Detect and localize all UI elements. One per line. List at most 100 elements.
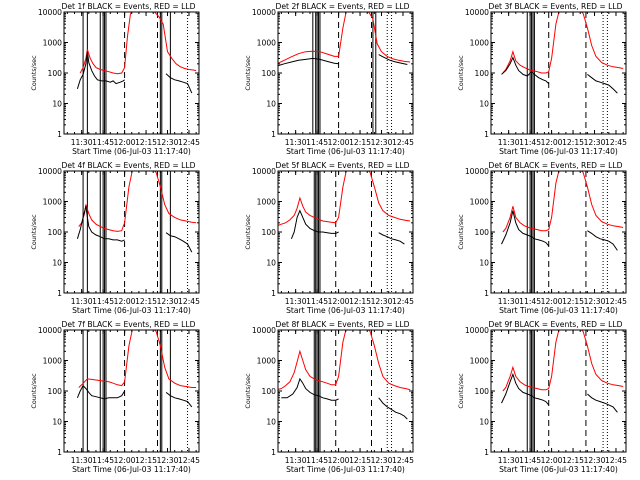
series-lld xyxy=(78,171,197,232)
y-tick-label: 100 xyxy=(262,387,277,396)
plot-frame xyxy=(490,170,627,294)
series-events xyxy=(165,73,193,94)
series-lld xyxy=(278,171,411,226)
panel-title: Det 6f BLACK = Events, RED = LLD xyxy=(489,161,623,170)
x-tick-label: 12:30 xyxy=(584,456,606,465)
plot-area xyxy=(278,12,411,134)
x-tick-label: 12:30 xyxy=(371,297,393,306)
series-events xyxy=(501,210,550,247)
detector-panel-3: Det 3f BLACK = Events, RED = LLD 1 10 100 10… xyxy=(457,2,627,156)
y-tick-label: 1000 xyxy=(43,357,62,366)
y-tick-label: 1 xyxy=(484,130,489,139)
series-lld xyxy=(78,330,197,388)
x-axis-label: Start Time (06-Jul-03 11:17:40) xyxy=(72,306,191,315)
y-tick-label: 10000 xyxy=(465,326,489,335)
series-events xyxy=(587,393,618,413)
panel-title: Det 4f BLACK = Events, RED = LLD xyxy=(62,161,196,170)
x-tick-label: 12:45 xyxy=(605,297,627,306)
y-tick-label: 1000 xyxy=(43,198,62,207)
y-tick-label: 10000 xyxy=(252,167,276,176)
x-tick-label: 12:45 xyxy=(605,138,627,147)
panel-title: Det 2f BLACK = Events, RED = LLD xyxy=(276,2,410,11)
panel-title: Det 3f BLACK = Events, RED = LLD xyxy=(489,2,623,11)
x-tick-label: 12:45 xyxy=(178,456,200,465)
y-tick-label: 1000 xyxy=(470,198,489,207)
plot-frame xyxy=(63,11,200,135)
plot-frame xyxy=(277,170,414,294)
x-tick-label: 12:00 xyxy=(541,138,563,147)
plot-frame xyxy=(490,329,627,453)
series-events xyxy=(281,377,339,401)
plot-area xyxy=(278,330,411,452)
y-axis-label: Counts/sec xyxy=(457,214,465,250)
y-tick-label: 1 xyxy=(57,130,62,139)
plot-area xyxy=(76,12,197,134)
y-tick-label: 10 xyxy=(266,259,276,268)
y-tick-label: 100 xyxy=(475,69,490,78)
y-axis-label: Counts/sec xyxy=(457,55,465,91)
y-axis-label: Counts/sec xyxy=(30,55,38,91)
x-tick-label: 12:15 xyxy=(349,138,371,147)
x-tick-label: 11:45 xyxy=(306,138,328,147)
x-axis-label: Start Time (06-Jul-03 11:17:40) xyxy=(72,147,191,156)
series-events xyxy=(76,51,125,90)
plot-area xyxy=(501,171,624,293)
x-tick-label: 12:00 xyxy=(328,297,350,306)
series-events xyxy=(378,54,408,65)
x-tick-label: 11:30 xyxy=(71,456,93,465)
plot-area xyxy=(501,330,624,452)
x-tick-label: 12:45 xyxy=(605,456,627,465)
series-events xyxy=(290,209,339,239)
series-lld xyxy=(502,330,624,392)
x-tick-label: 12:15 xyxy=(135,138,157,147)
y-tick-label: 10 xyxy=(479,418,489,427)
series-lld xyxy=(278,12,411,64)
plot-area xyxy=(501,12,624,134)
detector-panel-2: Det 2f BLACK = Events, RED = LLD 1 10 100 10… xyxy=(244,2,414,156)
y-tick-label: 100 xyxy=(262,228,277,237)
x-tick-label: 11:45 xyxy=(306,456,328,465)
x-tick-label: 11:30 xyxy=(285,297,307,306)
y-tick-label: 100 xyxy=(48,69,63,78)
detector-panel-4: Det 4f BLACK = Events, RED = LLD 1 10 100 10… xyxy=(30,161,200,315)
x-tick-label: 12:30 xyxy=(157,456,179,465)
y-tick-label: 1 xyxy=(271,289,276,298)
plot-area xyxy=(76,330,197,452)
x-axis-label: Start Time (06-Jul-03 11:17:40) xyxy=(499,465,618,474)
x-tick-label: 12:45 xyxy=(392,297,414,306)
y-tick-label: 1 xyxy=(57,448,62,457)
plot-area xyxy=(278,171,411,293)
y-tick-label: 10000 xyxy=(38,167,62,176)
x-tick-label: 11:45 xyxy=(519,138,541,147)
series-events xyxy=(378,232,405,245)
x-tick-label: 12:45 xyxy=(178,297,200,306)
x-tick-label: 12:30 xyxy=(157,138,179,147)
y-tick-label: 1 xyxy=(484,289,489,298)
x-tick-label: 12:00 xyxy=(114,297,136,306)
x-tick-label: 11:30 xyxy=(71,138,93,147)
series-events xyxy=(378,397,408,420)
series-events xyxy=(165,232,193,253)
y-tick-label: 1 xyxy=(271,130,276,139)
x-tick-label: 12:30 xyxy=(584,297,606,306)
series-lld xyxy=(502,171,624,233)
x-tick-label: 11:45 xyxy=(92,138,114,147)
series-events xyxy=(587,230,618,251)
y-tick-label: 1 xyxy=(484,448,489,457)
detector-panel-1: Det 1f BLACK = Events, RED = LLD 1 10 100 10… xyxy=(30,2,200,156)
y-tick-label: 100 xyxy=(475,387,490,396)
y-axis-label: Counts/sec xyxy=(457,373,465,409)
y-axis-label: Counts/sec xyxy=(244,214,252,250)
x-tick-label: 12:15 xyxy=(135,297,157,306)
x-tick-label: 12:30 xyxy=(371,138,393,147)
x-tick-label: 11:30 xyxy=(285,138,307,147)
x-axis-label: Start Time (06-Jul-03 11:17:40) xyxy=(286,465,405,474)
plot-frame xyxy=(277,329,414,453)
x-tick-label: 12:30 xyxy=(371,456,393,465)
x-tick-label: 12:00 xyxy=(114,138,136,147)
y-tick-label: 10 xyxy=(266,100,276,109)
x-tick-label: 11:45 xyxy=(306,297,328,306)
panel-title: Det 5f BLACK = Events, RED = LLD xyxy=(276,161,410,170)
x-axis-label: Start Time (06-Jul-03 11:17:40) xyxy=(286,147,405,156)
